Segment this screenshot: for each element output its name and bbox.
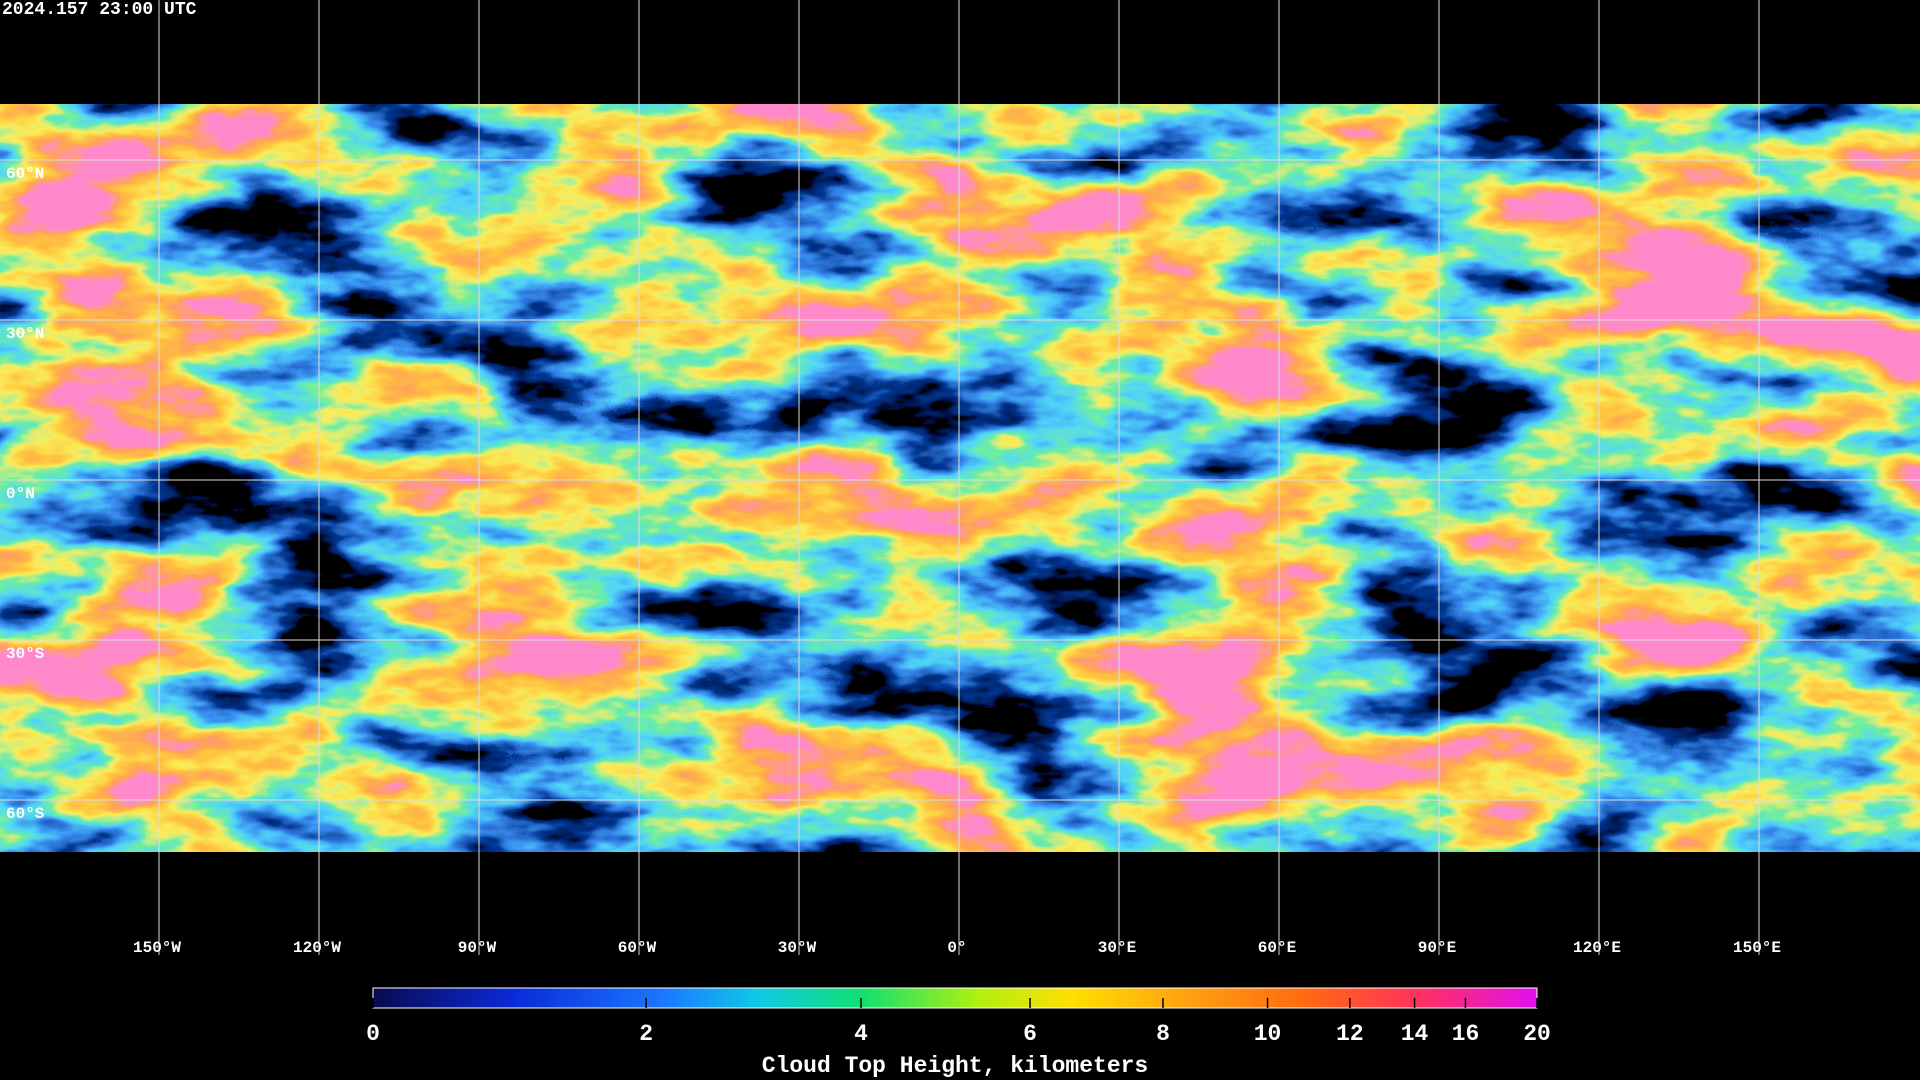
colorbar-tick-label: 20 [1523, 1021, 1551, 1047]
longitude-label: 150°E [1733, 939, 1781, 957]
longitude-label: 90°W [458, 939, 497, 957]
colorbar-tick-label: 2 [639, 1021, 653, 1047]
latitude-label: 60°S [6, 805, 45, 823]
colorbar-tick-label: 16 [1452, 1021, 1480, 1047]
longitude-label: 30°E [1098, 939, 1136, 957]
colorbar-tick-label: 6 [1023, 1021, 1037, 1047]
longitude-label: 120°E [1573, 939, 1621, 957]
graticule: 60°N 30°N 0°N 30°S 60°S 150°W 120°W 90°W 60°W 30°… [0, 0, 1920, 957]
longitude-label: 120°W [293, 939, 341, 957]
longitude-label: 0° [947, 939, 966, 957]
longitude-label: 90°E [1418, 939, 1456, 957]
colorbar-tick-label: 12 [1336, 1021, 1364, 1047]
longitude-label: 60°E [1258, 939, 1296, 957]
longitude-label: 30°W [778, 939, 817, 957]
colorbar-tick-label: 10 [1254, 1021, 1282, 1047]
cloud-imagery [0, 104, 1920, 852]
colorbar-tick-label: 0 [366, 1021, 380, 1047]
latitude-label: 0°N [6, 485, 35, 503]
colorbar-label: Cloud Top Height, kilometers [762, 1053, 1148, 1079]
colorbar-ticks: 0 2 4 6 8 10 12 14 16 20 [366, 998, 1551, 1047]
latitude-label: 30°N [6, 325, 44, 343]
colorbar [372, 987, 1538, 1009]
latitude-label: 60°N [6, 165, 44, 183]
colorbar-tick-label: 14 [1401, 1021, 1429, 1047]
longitude-label: 150°W [133, 939, 181, 957]
timestamp: 2024.157 23:00 UTC [2, 0, 197, 20]
colorbar-tick-label: 4 [854, 1021, 868, 1047]
latitude-label: 30°S [6, 645, 45, 663]
colorbar-tick-label: 8 [1156, 1021, 1170, 1047]
longitude-label: 60°W [618, 939, 657, 957]
